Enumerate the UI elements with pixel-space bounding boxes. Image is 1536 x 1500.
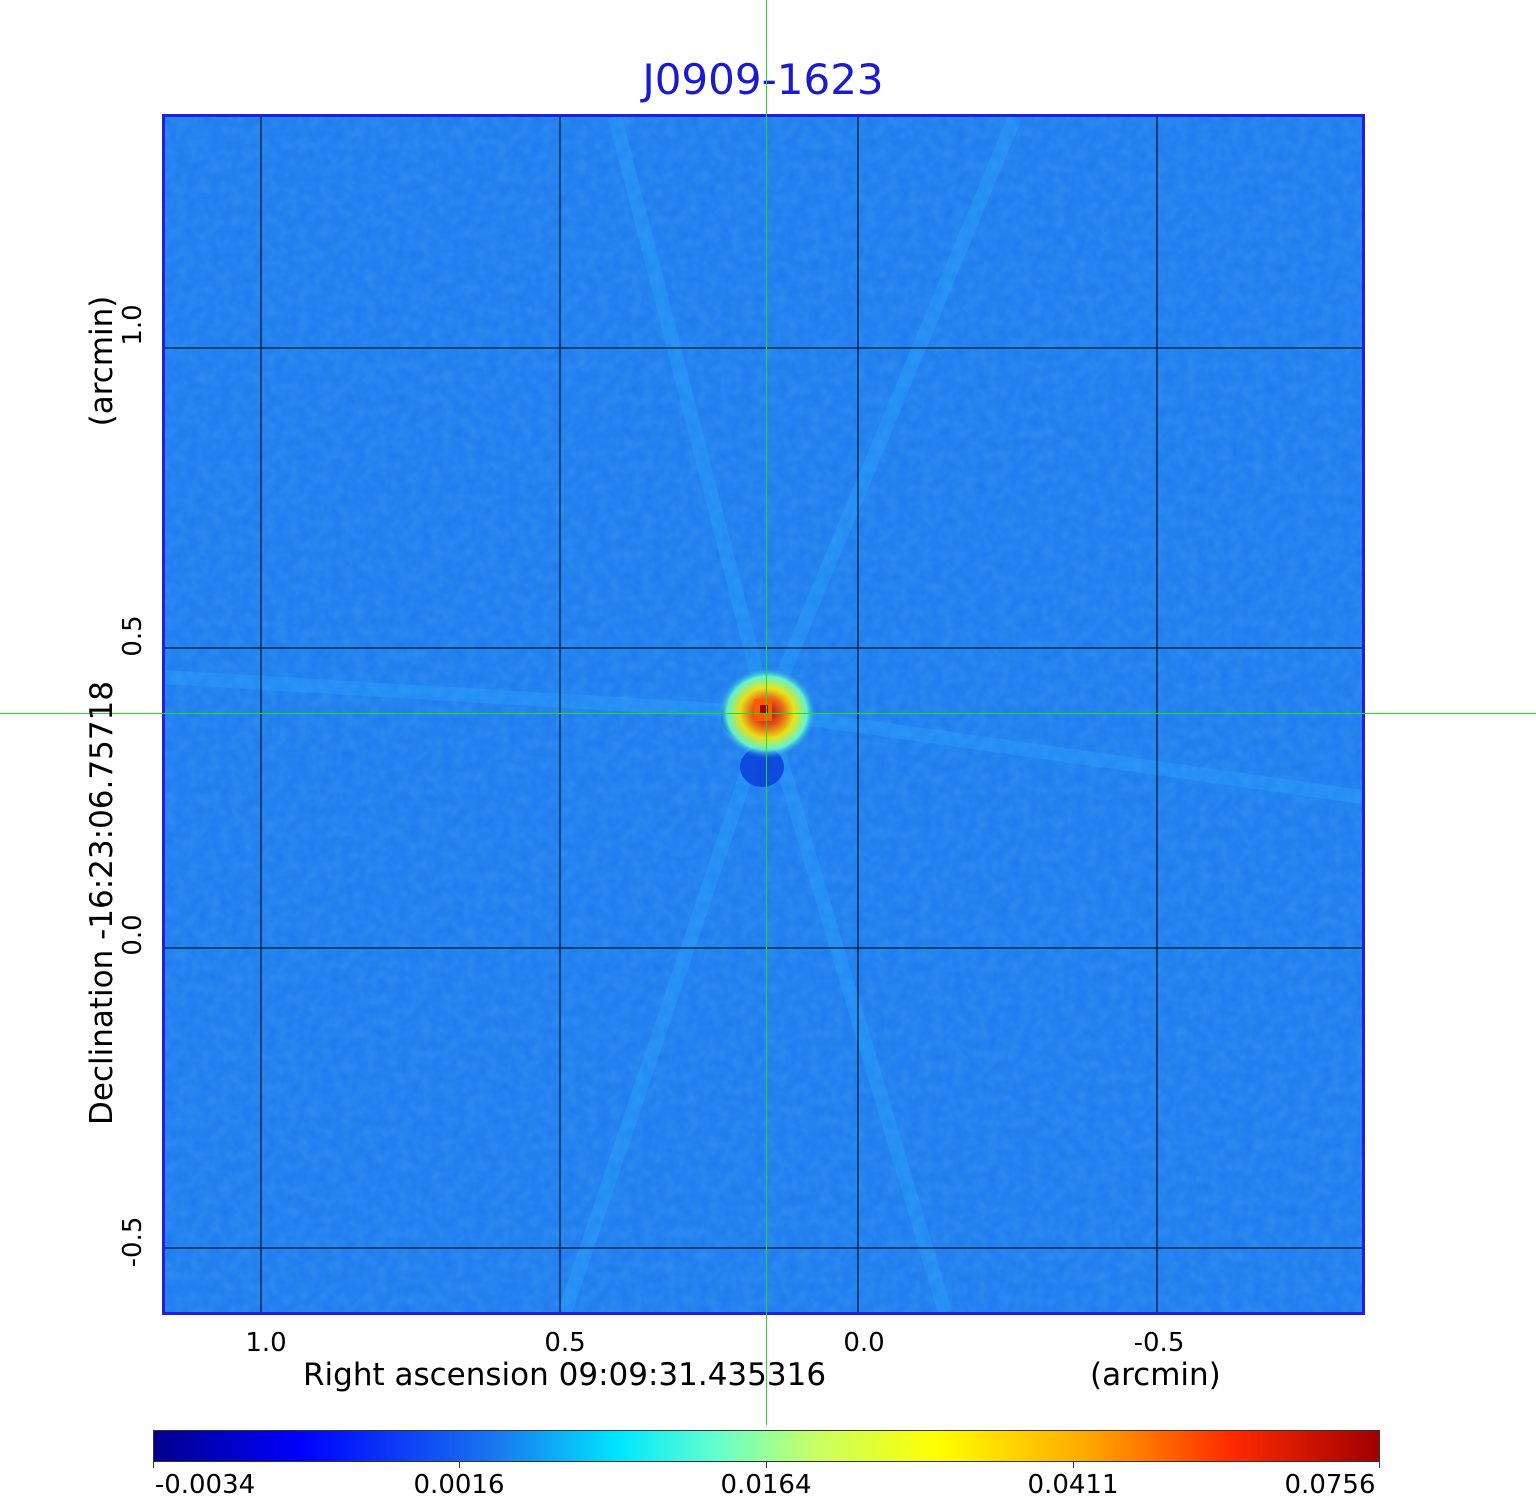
sidelobe-streaks [165,117,1362,1312]
y-axis-label: Declination -16:23:06.75718 [84,681,120,1125]
source-peak-core [760,705,768,713]
y-tick-label: 0.5 [118,615,148,657]
colorbar-tick [766,1462,767,1468]
crosshair-vertical [766,0,767,1425]
colorbar-label: 0.0756 [1284,1470,1376,1500]
colorbar-tick [459,1462,460,1468]
crosshair-horizontal [0,713,1536,714]
colorbar-label: 0.0164 [720,1470,812,1500]
y-tick-label: 1.0 [118,304,148,346]
radio-map-image [162,114,1365,1315]
map-svg [165,117,1362,1312]
colorbar-tick [1073,1462,1074,1468]
plot-title: J0909-1623 [642,55,884,104]
colorbar [153,1430,1380,1462]
colorbar-label: 0.0411 [1027,1470,1119,1500]
y-tick-label: -0.5 [118,1216,148,1268]
x-tick-label: 0.5 [544,1328,586,1358]
colorbar-label: 0.0016 [413,1470,505,1500]
sidelobe-streak [766,706,1362,804]
y-tick-label: 0.0 [118,914,148,956]
x-axis-unit: (arcmin) [1090,1357,1221,1393]
x-tick-label: -0.5 [1133,1328,1185,1358]
x-tick-label: 0.0 [843,1328,885,1358]
colorbar-label: -0.0034 [154,1470,256,1500]
sidelobe-streak [558,710,774,1312]
sidelobe-streak [760,117,1022,716]
x-tick-label: 1.0 [245,1328,287,1358]
y-axis-unit: (arcmin) [84,295,120,427]
coordinate-grid [165,117,1362,1312]
x-axis-label: Right ascension 09:09:31.435316 [303,1357,827,1393]
sidelobe-streak [608,117,774,715]
sidelobe-streak [760,711,952,1312]
sidelobe-streak [165,670,768,720]
colorbar-tick [1379,1462,1380,1468]
colorbar-tick [153,1462,154,1468]
